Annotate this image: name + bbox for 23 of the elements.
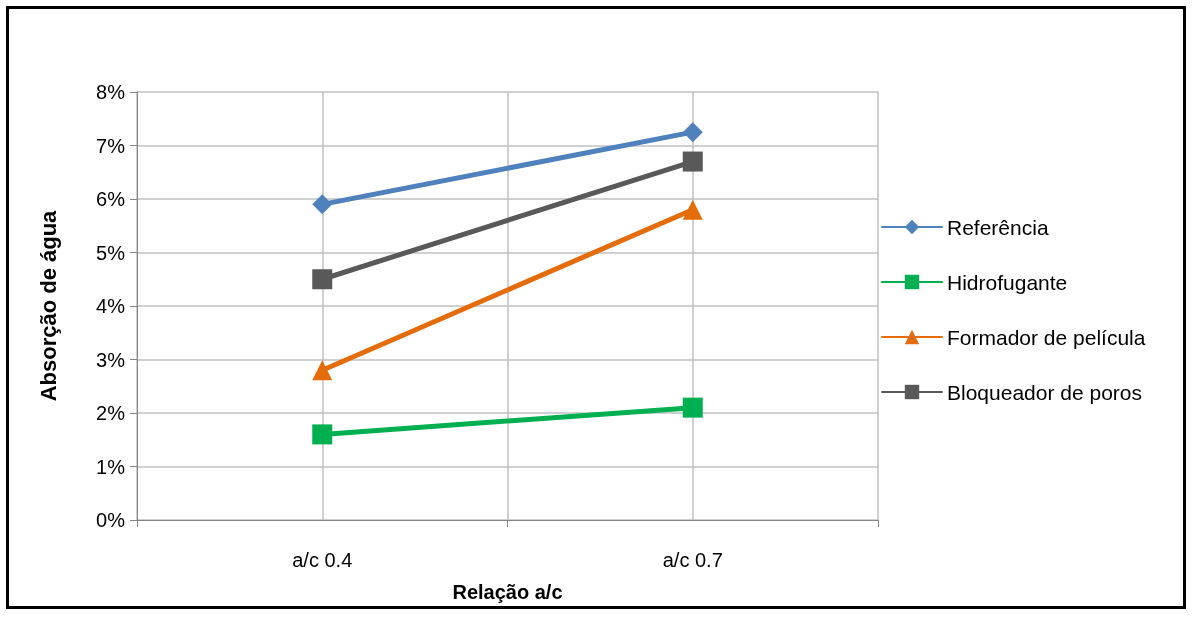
y-tick-label: 2%	[96, 402, 126, 424]
y-tick-label: 3%	[96, 348, 126, 371]
legend-label: Formador de película	[947, 325, 1146, 349]
point	[682, 151, 703, 172]
legend-label: Bloqueador de poros	[947, 380, 1142, 404]
y-tick-label: 5%	[96, 241, 126, 264]
point	[312, 269, 333, 290]
y-tick-label: 1%	[96, 455, 126, 478]
y-tick-label: 7%	[96, 134, 126, 157]
point	[682, 397, 703, 418]
legend-label: Hidrofugante	[947, 270, 1068, 294]
point	[682, 122, 703, 143]
point	[312, 194, 333, 215]
y-tick-label: 0%	[96, 509, 126, 531]
y-tick-label: 8%	[96, 81, 126, 103]
x-axis-title: Relação a/c	[452, 581, 563, 603]
x-tick-label: a/c 0.4	[292, 549, 353, 571]
y-tick-label: 6%	[96, 188, 126, 210]
point	[312, 424, 333, 445]
y-tick-label: 4%	[96, 295, 126, 317]
legend-label: Referência	[947, 215, 1049, 239]
x-tick-label: a/c 0.7	[662, 549, 723, 571]
y-axis-title: Absorção de água	[35, 209, 61, 402]
